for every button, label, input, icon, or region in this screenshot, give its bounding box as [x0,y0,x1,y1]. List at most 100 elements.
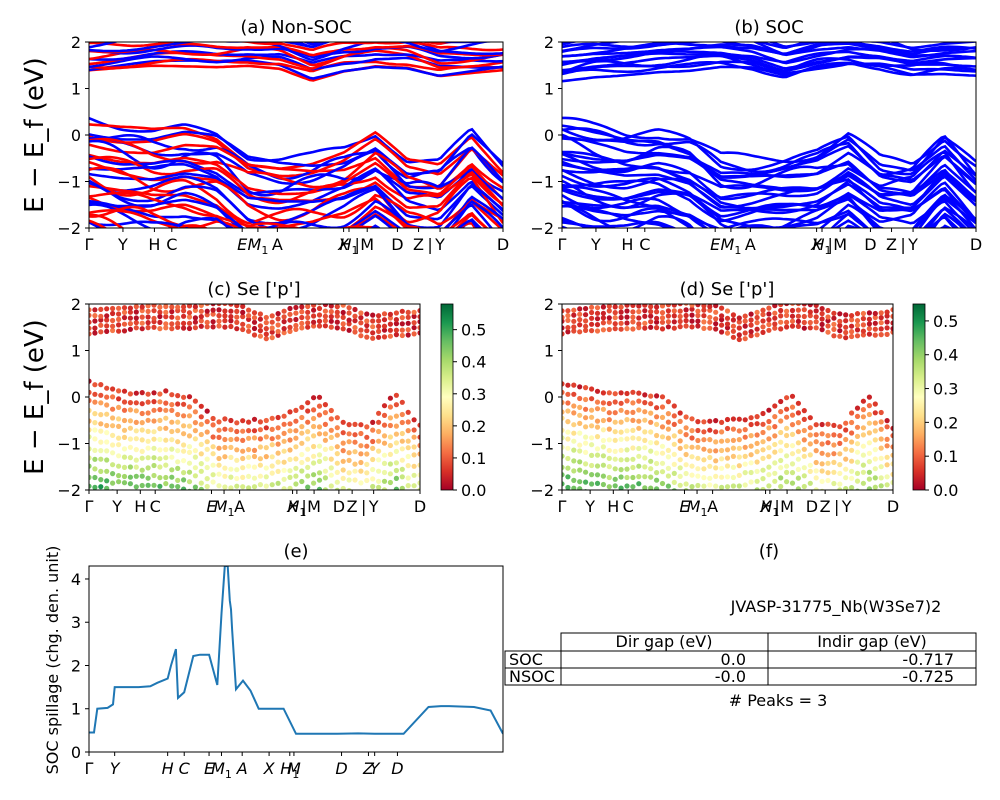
projection-point [210,462,216,468]
xtick-label: C [623,497,634,516]
projection-point [562,331,565,337]
valence-band [562,137,976,184]
projection-point [600,473,607,479]
projection-point [772,414,778,420]
projection-point [819,421,825,428]
conduction-band [89,44,503,60]
xtick-label: C [639,235,650,254]
projection-point [387,315,393,321]
projection-point [594,322,601,328]
projection-point [713,304,719,309]
projection-point [240,428,246,434]
projection-point [618,485,624,490]
projection-point [624,457,630,463]
projection-point [116,423,122,429]
projection-point [612,437,618,443]
projection-point [293,310,299,316]
projection-point [411,483,417,489]
projection-point [872,456,878,462]
projection-point [387,415,393,421]
projection-point [866,326,873,332]
projection-point [736,336,742,343]
projection-point [216,434,222,440]
projection-point [192,484,198,490]
projection-point [305,429,311,435]
projection-point [562,427,565,433]
projection-point [328,304,334,309]
projection-point [671,403,677,409]
projection-point [417,325,420,331]
xtick-label: Y [368,497,379,516]
xtick-label: M1 [721,235,742,257]
projection-point [772,304,778,309]
projection-point [210,444,216,450]
projection-point [110,323,116,329]
projection-point [281,319,287,325]
projection-point [742,482,748,488]
projection-point [825,314,831,320]
projection-point [222,416,228,422]
projection-point [116,479,122,485]
projection-point [311,323,317,329]
projection-point [98,392,104,398]
projection-point [742,417,748,423]
projection-point [654,470,660,476]
projection-point [784,463,790,469]
colorbar-tick-label: 0.0 [461,481,486,500]
projection-point [186,413,193,419]
projection-point [299,478,305,485]
projection-point [878,419,884,425]
projection-point [116,316,122,322]
xtick-label: X [263,759,276,778]
projection-point [648,313,654,319]
projection-point [399,419,405,426]
projection-point [334,487,340,490]
projection-point [364,461,370,467]
projection-point [133,419,139,425]
projection-point [116,435,122,441]
projection-point [695,466,701,472]
projection-point [387,327,393,333]
projection-point [381,452,388,458]
projection-point [299,430,305,436]
projection-point [618,419,624,425]
projection-point [760,447,766,453]
projection-point [269,325,275,331]
projection-point [340,419,346,425]
projection-point [293,435,299,441]
projection-point [837,470,843,476]
projection-point [565,436,571,442]
panel-c-yticks: 210−1−2 [57,295,89,500]
projection-point [240,304,246,309]
projection-point [654,405,660,411]
projection-point [772,470,778,476]
projection-point [807,415,813,421]
panel-a-title: (a) Non-SOC [240,17,351,38]
projection-point [606,447,612,454]
projection-point [417,330,420,336]
projection-point [269,482,275,488]
projection-point [358,320,364,326]
panel-c-points [89,304,420,490]
projection-point [600,310,607,316]
projection-point [695,419,701,425]
projection-point [819,327,825,333]
projection-point [600,320,607,326]
projection-point [571,307,577,313]
projection-point [405,438,411,444]
projection-point [854,441,861,447]
projection-point [358,468,364,474]
projection-point [293,456,299,462]
xtick-label: Z [347,497,358,516]
projection-point [665,308,672,314]
projection-point [795,429,802,435]
projection-point [872,326,878,332]
projection-point [387,461,393,467]
projection-point [636,418,642,424]
projection-point [405,428,411,434]
projection-point [98,317,104,323]
projection-point [724,330,731,336]
projection-point [636,325,642,331]
projection-point [766,483,772,489]
